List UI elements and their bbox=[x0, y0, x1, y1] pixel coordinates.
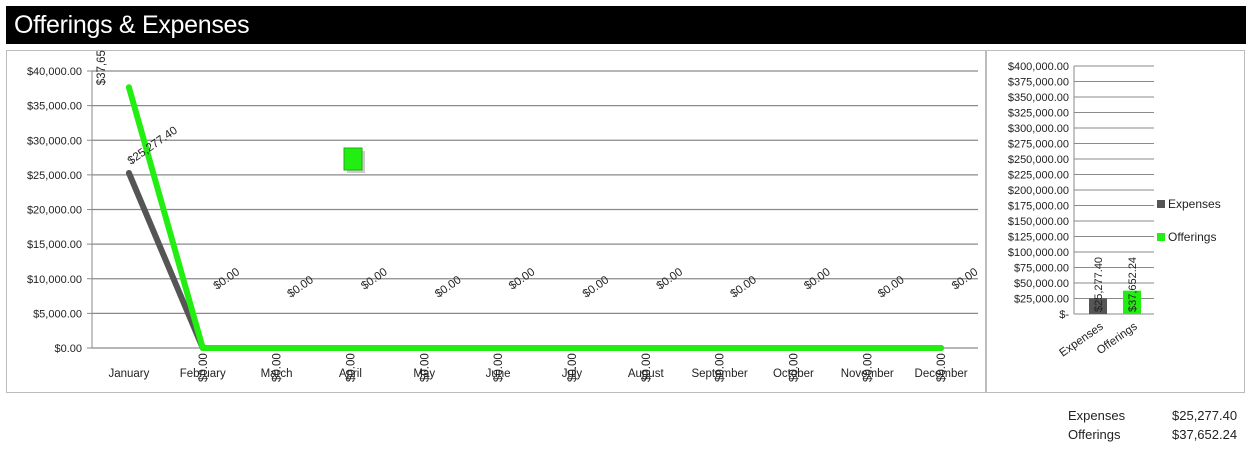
legend-swatch-offerings bbox=[1157, 233, 1165, 241]
totals-row-offerings: Offerings $37,652.24 bbox=[1068, 427, 1246, 446]
side-y-tick-label: $325,000.00 bbox=[1008, 108, 1069, 120]
legend-label-expenses: Expenses bbox=[1168, 197, 1221, 211]
offerings-data-label: $0.00 bbox=[788, 353, 800, 382]
legend-label-offerings: Offerings bbox=[1168, 230, 1216, 244]
side-y-tick-label: $150,000.00 bbox=[1008, 216, 1069, 228]
offerings-data-label: $0.00 bbox=[641, 353, 653, 382]
totals-bar-chart: $- $25,000.00 $50,000.00 $75,000.00 $100,000… bbox=[986, 50, 1245, 393]
y-tick-label: $15,000.00 bbox=[27, 239, 82, 251]
bar-value-label: $37,652.24 bbox=[1127, 257, 1139, 312]
side-y-tick-label: $125,000.00 bbox=[1008, 232, 1069, 244]
x-tick-label: December bbox=[915, 368, 968, 380]
x-tick-label: June bbox=[486, 368, 511, 380]
side-y-tick-label: $200,000.00 bbox=[1008, 185, 1069, 197]
y-tick-label: $0.00 bbox=[54, 343, 82, 355]
bar-value-label: $25,277.40 bbox=[1093, 257, 1105, 312]
legend-swatch-expenses bbox=[1157, 200, 1165, 208]
totals-row-expenses: Expenses $25,277.40 bbox=[1068, 408, 1246, 427]
totals-table: Expenses $25,277.40 Offerings $37,652.24 bbox=[1068, 408, 1246, 446]
y-tick-label: $35,000.00 bbox=[27, 101, 82, 113]
offerings-data-label: $0.00 bbox=[272, 353, 284, 382]
side-y-tick-label: $350,000.00 bbox=[1008, 92, 1069, 104]
side-y-tick-label: $375,000.00 bbox=[1008, 77, 1069, 89]
offerings-data-label: $0.00 bbox=[862, 353, 874, 382]
y-tick-label: $20,000.00 bbox=[27, 205, 82, 217]
x-tick-label: March bbox=[261, 368, 293, 380]
bar-offerings bbox=[1123, 290, 1141, 314]
side-y-tick-label: $75,000.00 bbox=[1014, 263, 1069, 275]
x-tick-label: January bbox=[108, 368, 149, 380]
y-tick-label: $40,000.00 bbox=[27, 66, 82, 78]
side-y-tick-label: $400,000.00 bbox=[1008, 61, 1069, 73]
offerings-data-label: $0.00 bbox=[715, 353, 727, 382]
y-tick-label: $5,000.00 bbox=[33, 308, 82, 320]
side-y-tick-label: $100,000.00 bbox=[1008, 247, 1069, 259]
offerings-data-label: $0.00 bbox=[345, 353, 357, 382]
y-tick-label: $10,000.00 bbox=[27, 274, 82, 286]
offerings-data-label: $0.00 bbox=[493, 353, 505, 382]
offerings-data-label: $0.00 bbox=[419, 353, 431, 382]
side-y-tick-label: $50,000.00 bbox=[1014, 278, 1069, 290]
offerings-marker bbox=[343, 147, 363, 171]
totals-label-expenses: Expenses bbox=[1068, 408, 1126, 423]
x-tick-label: February bbox=[180, 368, 226, 380]
page-title: Offerings & Expenses bbox=[14, 11, 250, 39]
totals-value-expenses: $25,277.40 bbox=[1172, 408, 1238, 423]
side-y-tick-label: $25,000.00 bbox=[1014, 294, 1069, 306]
x-tick-label: May bbox=[413, 368, 435, 380]
offerings-data-label: $0.00 bbox=[567, 353, 579, 382]
totals-label-offerings: Offerings bbox=[1068, 427, 1121, 442]
title-bar: Offerings & Expenses bbox=[6, 6, 1246, 44]
side-y-tick-label: $250,000.00 bbox=[1008, 154, 1069, 166]
bar-expenses bbox=[1089, 298, 1107, 314]
series-line-offerings bbox=[125, 84, 945, 351]
x-tick-label: July bbox=[562, 368, 583, 380]
x-tick-label: November bbox=[841, 368, 894, 380]
side-y-tick-label: $225,000.00 bbox=[1008, 170, 1069, 182]
side-y-tick-label: $275,000.00 bbox=[1008, 139, 1069, 151]
monthly-line-chart: $0.00 $5,000.00 $10,000.00 $15,000.00 $20,00… bbox=[6, 50, 986, 393]
offerings-data-label: $0.00 bbox=[936, 353, 948, 382]
x-tick-label: August bbox=[628, 368, 665, 380]
plot-frame bbox=[6, 50, 986, 393]
side-y-tick-label: $175,000.00 bbox=[1008, 201, 1069, 213]
x-tick-label: September bbox=[691, 368, 747, 380]
totals-value-offerings: $37,652.24 bbox=[1172, 427, 1238, 442]
x-tick-label: October bbox=[773, 368, 814, 380]
y-tick-label: $25,000.00 bbox=[27, 170, 82, 182]
side-y-tick-label: $300,000.00 bbox=[1008, 123, 1069, 135]
y-tick-label: $30,000.00 bbox=[27, 135, 82, 147]
offerings-data-label: $37,652.24 bbox=[96, 50, 108, 85]
x-tick-label: April bbox=[339, 368, 362, 380]
side-y-tick-label: $- bbox=[1059, 309, 1069, 321]
offerings-data-label: $0.00 bbox=[198, 353, 210, 382]
